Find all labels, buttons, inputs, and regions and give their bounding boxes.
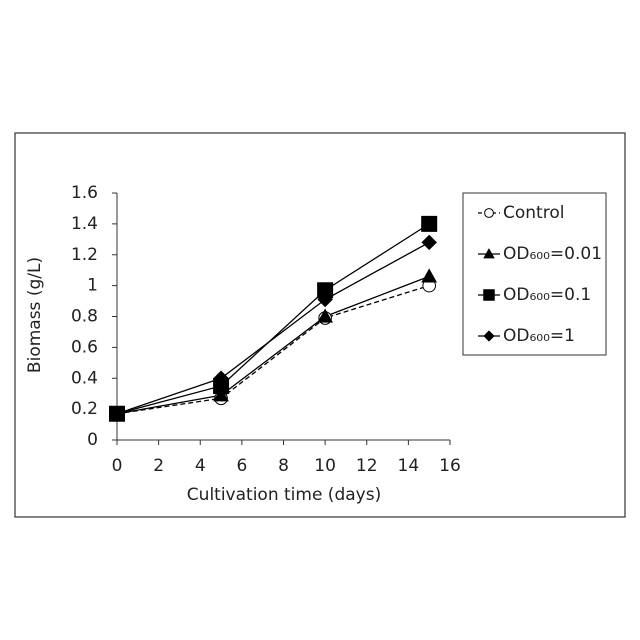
y-tick-label: 1	[87, 276, 98, 296]
legend-label: Control	[503, 203, 564, 223]
legend-marker	[484, 290, 495, 301]
y-axis-label: Biomass (g/L)	[25, 257, 45, 373]
y-tick-label: 0.4	[71, 368, 98, 388]
x-tick-label: 2	[153, 456, 164, 476]
legend-label: OD₆₀₀=0.1	[503, 285, 591, 305]
x-tick-label: 4	[195, 456, 206, 476]
x-tick-label: 16	[439, 456, 461, 476]
y-tick-label: 1.6	[71, 183, 98, 203]
marker	[422, 269, 436, 282]
x-tick-label: 12	[356, 456, 378, 476]
legend-label: OD₆₀₀=1	[503, 326, 575, 346]
marker	[422, 216, 437, 231]
marker	[422, 235, 436, 249]
y-tick-label: 0	[87, 430, 98, 450]
y-tick-label: 0.6	[71, 337, 98, 357]
x-axis-label: Cultivation time (days)	[187, 485, 381, 505]
series-line	[117, 242, 429, 413]
series-line	[117, 276, 429, 413]
x-tick-label: 14	[398, 456, 420, 476]
legend-label: OD₆₀₀=0.01	[503, 244, 602, 264]
x-tick-label: 10	[314, 456, 336, 476]
y-tick-label: 1.4	[71, 214, 98, 234]
x-tick-label: 6	[236, 456, 247, 476]
y-tick-label: 0.8	[71, 307, 98, 327]
chart: Cultivation time (days) Biomass (g/L) 00…	[0, 0, 640, 640]
y-tick-label: 1.2	[71, 245, 98, 265]
series-line	[117, 224, 429, 414]
series-line	[117, 286, 429, 414]
x-tick-label: 8	[278, 456, 289, 476]
y-tick-label: 0.2	[71, 399, 98, 419]
legend-marker	[485, 209, 494, 218]
legend-marker	[484, 331, 494, 341]
x-tick-label: 0	[112, 456, 123, 476]
